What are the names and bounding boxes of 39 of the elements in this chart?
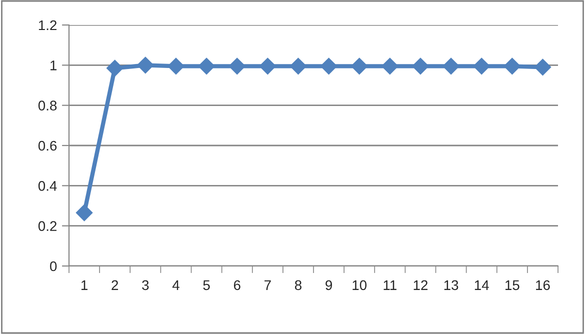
point	[76, 204, 93, 222]
point	[473, 58, 490, 75]
y-tick-label: 0	[50, 261, 57, 272]
point	[198, 58, 215, 75]
point	[106, 60, 124, 77]
x-tick-label: 3	[142, 280, 149, 290]
x-tick-label: 16	[536, 280, 550, 290]
y-tick-label: 0.2	[38, 221, 56, 232]
x-tick-label: 12	[414, 280, 428, 290]
point	[382, 58, 398, 75]
y-tick-label: 1	[50, 60, 57, 70]
x-tick-label: 15	[505, 280, 520, 290]
point	[412, 58, 429, 75]
x-tick-label: 13	[444, 280, 458, 290]
x-tick-label: 4	[172, 280, 180, 290]
y-tick-label: 0.6	[38, 140, 57, 151]
x-tick-label: 10	[352, 280, 367, 290]
y-tick-label: 0.4	[38, 181, 57, 191]
x-tick-label: 2	[112, 280, 118, 290]
x-tick-label: 6	[234, 280, 240, 290]
point	[168, 58, 184, 75]
point	[350, 58, 368, 75]
x-tick-label: 9	[326, 280, 332, 290]
x-tick-label: 11	[384, 280, 396, 290]
x-tick-label: 1	[81, 280, 88, 290]
x-tick-label: 14	[474, 280, 489, 290]
point	[320, 58, 338, 75]
point	[442, 58, 460, 75]
y-tick-label: 0.8	[38, 100, 57, 111]
x-tick-label: 7	[264, 280, 271, 290]
point	[534, 58, 552, 76]
point	[290, 58, 307, 75]
x-tick-label: 8	[294, 280, 302, 290]
point	[259, 58, 276, 75]
y-tick-label: 1.2	[38, 20, 56, 30]
point	[228, 58, 246, 75]
x-tick-label: 5	[203, 280, 210, 290]
point	[137, 56, 154, 74]
point	[504, 58, 521, 75]
